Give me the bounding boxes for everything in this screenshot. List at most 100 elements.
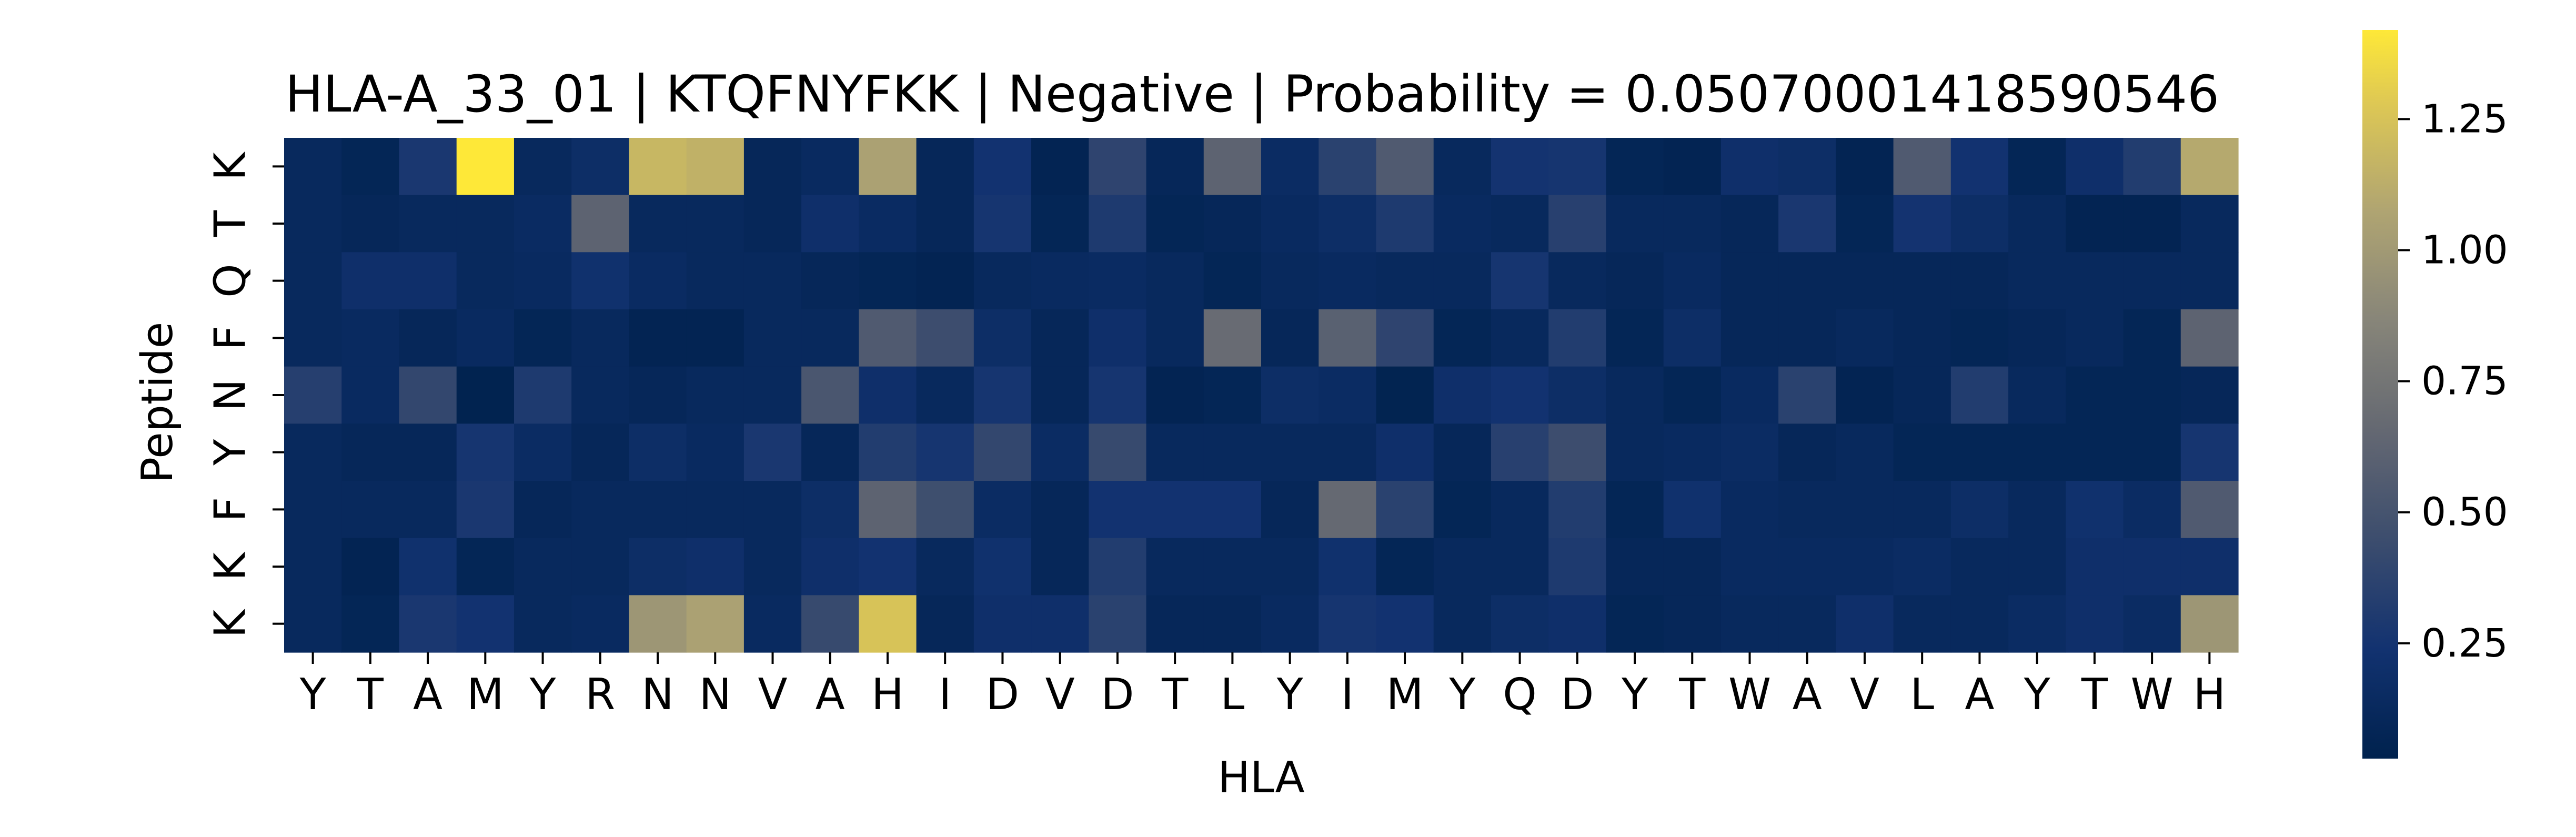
x-tick-label: V	[1850, 670, 1879, 720]
heatmap-cell	[801, 595, 859, 653]
heatmap-cell	[284, 538, 342, 596]
x-tick-label: A	[413, 670, 442, 720]
heatmap-cell	[1146, 538, 1204, 596]
heatmap-cell	[1146, 481, 1204, 539]
heatmap-cell	[1950, 138, 2009, 196]
heatmap-cell	[2123, 366, 2181, 424]
heatmap-cell	[1836, 252, 1894, 310]
heatmap-cell	[686, 595, 744, 653]
heatmap-cell	[743, 138, 802, 196]
heatmap-cell	[1376, 366, 1434, 424]
heatmap-cell	[1031, 138, 1089, 196]
heatmap-cell	[1031, 309, 1089, 367]
heatmap-cell	[1606, 595, 1664, 653]
heatmap-cell	[1203, 252, 1262, 310]
heatmap-cell	[2066, 309, 2124, 367]
heatmap-cell	[571, 366, 630, 424]
x-tick-label: N	[641, 670, 673, 720]
heatmap-cell	[2066, 366, 2124, 424]
heatmap-cell	[1261, 595, 1319, 653]
x-tick-label: Y	[1448, 670, 1476, 720]
heatmap-cell	[916, 195, 974, 253]
heatmap-cell	[1720, 195, 1779, 253]
heatmap-cell	[2180, 195, 2239, 253]
heatmap-cell	[1548, 538, 1607, 596]
colorbar-tick-label: 0.50	[2421, 490, 2508, 535]
heatmap-cell	[1663, 423, 1722, 481]
heatmap-cell	[1720, 309, 1779, 367]
heatmap-cell	[571, 423, 630, 481]
heatmap-cell	[1203, 366, 1262, 424]
heatmap-cell	[399, 309, 457, 367]
heatmap-cell	[686, 195, 744, 253]
heatmap-cell	[456, 366, 515, 424]
heatmap-cell	[341, 538, 400, 596]
heatmap-cell	[1031, 595, 1089, 653]
colorbar: 0.25 0.50 0.75 1.00 1.25	[2362, 30, 2508, 759]
heatmap-cell	[1491, 252, 1549, 310]
heatmap-cell	[859, 538, 917, 596]
heatmap-cell	[1606, 481, 1664, 539]
heatmap-cell	[1778, 423, 1836, 481]
x-tick-label: T	[1161, 670, 1189, 720]
heatmap-cell	[1089, 423, 1147, 481]
heatmap-cell	[629, 138, 687, 196]
heatmap-cell	[2180, 481, 2239, 539]
heatmap-cell	[341, 595, 400, 653]
heatmap-cell	[1663, 595, 1722, 653]
heatmap-cell	[859, 195, 917, 253]
heatmap-cell	[1089, 252, 1147, 310]
heatmap-cell	[1606, 423, 1664, 481]
heatmap-cell	[1491, 481, 1549, 539]
heatmap-cell	[1491, 595, 1549, 653]
heatmap-cell	[2066, 481, 2124, 539]
heatmap-cell	[1720, 423, 1779, 481]
heatmap-cell	[743, 423, 802, 481]
heatmap-cell	[743, 366, 802, 424]
heatmap-cell	[571, 138, 630, 196]
heatmap-cell	[1491, 538, 1549, 596]
colorbar-tick-label: 0.75	[2421, 359, 2508, 404]
heatmap-cell	[686, 309, 744, 367]
y-tick-label: N	[206, 379, 256, 411]
x-tick-label: W	[2131, 670, 2174, 720]
heatmap-cell	[2066, 595, 2124, 653]
heatmap-cell	[399, 366, 457, 424]
heatmap-cell	[1433, 481, 1492, 539]
heatmap-cell	[1950, 366, 2009, 424]
heatmap-cell	[456, 423, 515, 481]
heatmap-cell	[2066, 138, 2124, 196]
heatmap-cell	[1203, 195, 1262, 253]
heatmap-cell	[514, 595, 572, 653]
heatmap-cell	[1433, 195, 1492, 253]
heatmap-cell	[916, 309, 974, 367]
heatmap-cell	[1720, 252, 1779, 310]
heatmap-cell	[1376, 195, 1434, 253]
heatmap-cell	[629, 423, 687, 481]
heatmap-cell	[456, 595, 515, 653]
heatmap-cell	[801, 138, 859, 196]
heatmap-cell	[1491, 423, 1549, 481]
x-tick-label: V	[1045, 670, 1075, 720]
heatmap-cell	[2008, 195, 2066, 253]
heatmap-cell	[743, 538, 802, 596]
heatmap-cell	[1089, 481, 1147, 539]
heatmap-cell	[2008, 481, 2066, 539]
heatmap-cell	[1203, 538, 1262, 596]
heatmap-cell	[2180, 538, 2239, 596]
heatmap-cell	[2123, 309, 2181, 367]
heatmap-cell	[1663, 138, 1722, 196]
heatmap-cell	[1548, 138, 1607, 196]
heatmap-cell	[514, 366, 572, 424]
heatmap-cell	[514, 538, 572, 596]
colorbar-tick-label: 1.25	[2421, 96, 2508, 142]
heatmap-cell	[686, 366, 744, 424]
x-tick-label: T	[1678, 670, 1706, 720]
heatmap-cell	[1319, 252, 1377, 310]
heatmap-cell	[686, 252, 744, 310]
heatmap-cell	[1778, 595, 1836, 653]
heatmap-cell	[2008, 309, 2066, 367]
heatmap-cell	[514, 138, 572, 196]
